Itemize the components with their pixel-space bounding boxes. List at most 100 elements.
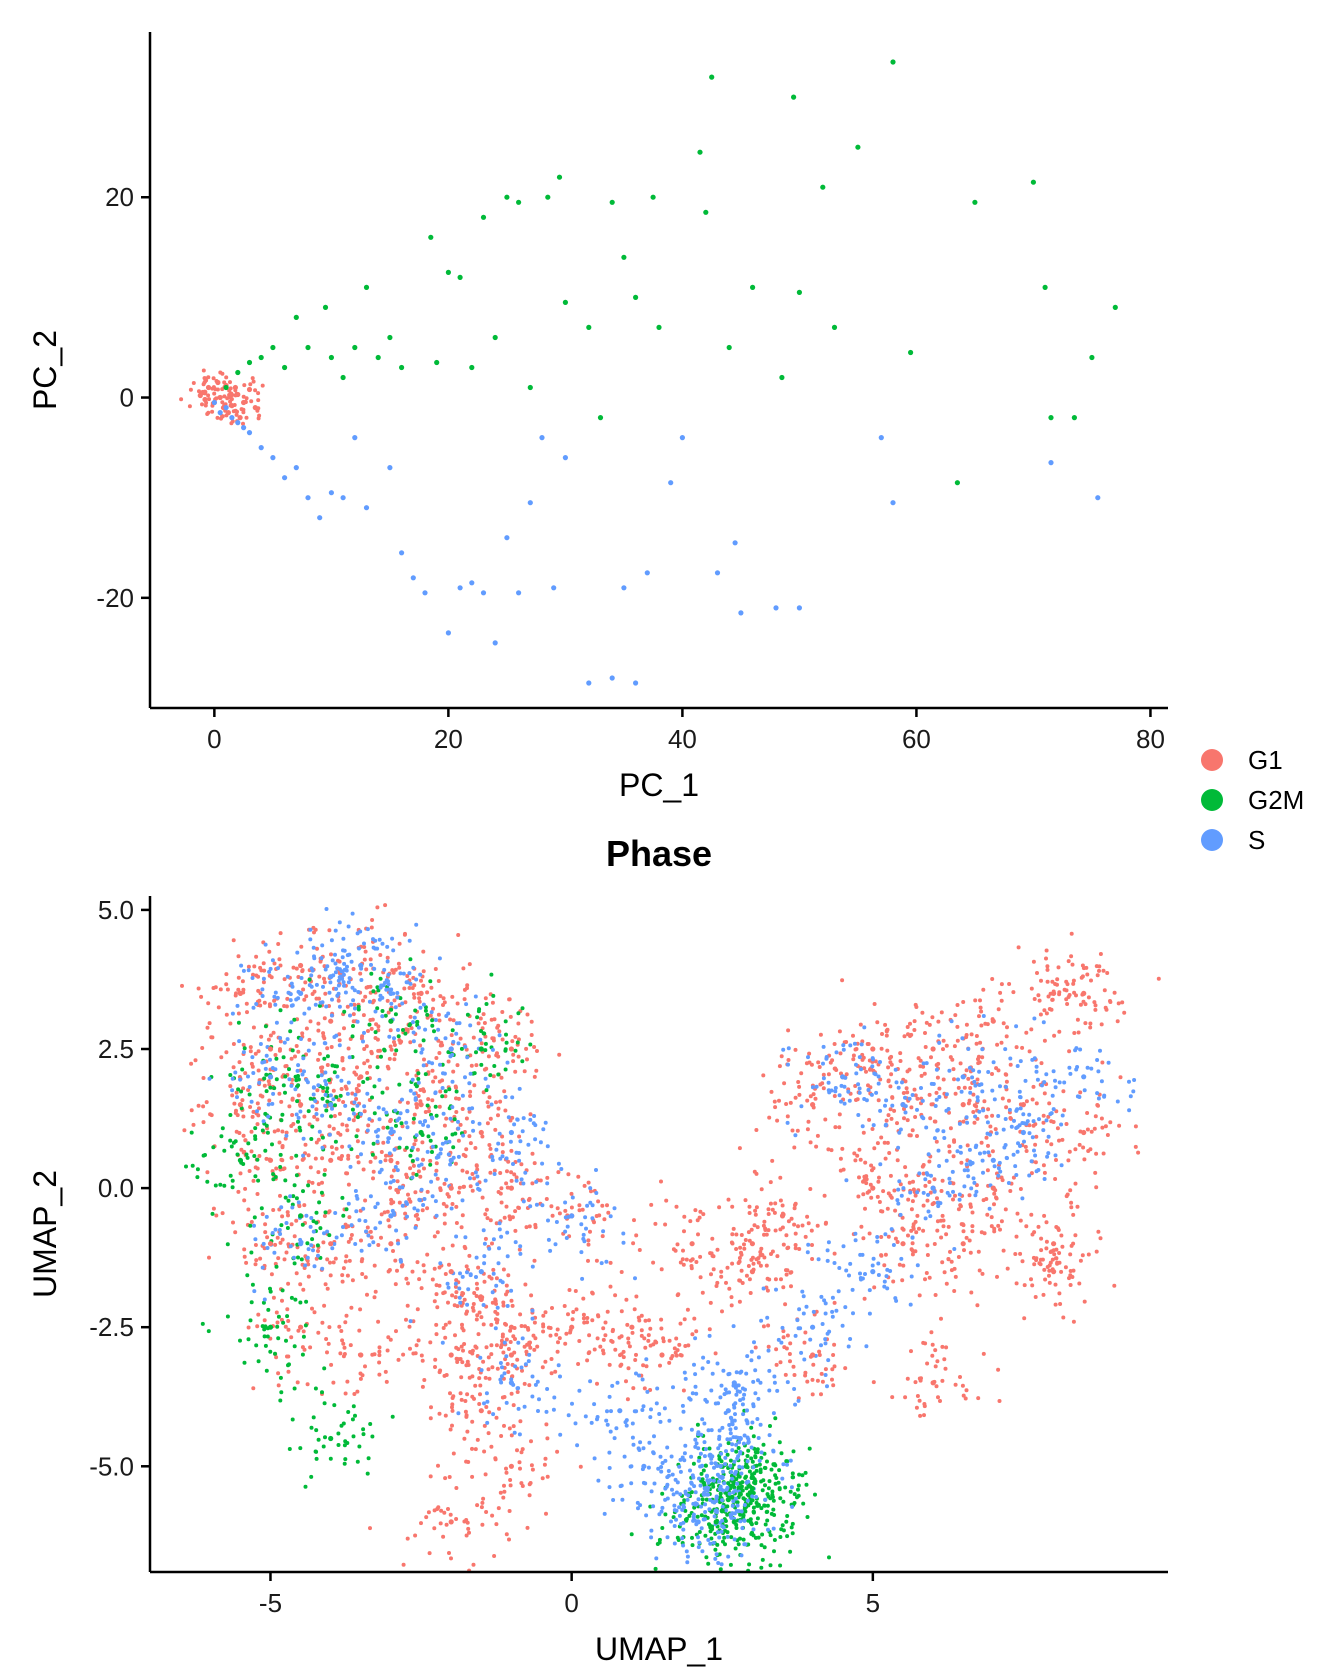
umap-cloud-point-g1 — [462, 1436, 467, 1441]
umap-cloud-point-g1 — [879, 1135, 884, 1140]
umap-cloud-point-g1 — [340, 1273, 345, 1278]
umap-cloud-point-g1 — [294, 966, 299, 971]
umap-cloud-point-g1 — [418, 1043, 423, 1048]
umap-cloud-point-g1 — [341, 1266, 346, 1271]
umap-cloud-point-g1 — [908, 1021, 912, 1026]
umap-cloud-point-s — [735, 1503, 740, 1508]
umap-cloud-point-s — [328, 980, 333, 985]
umap-cloud-point-g1 — [884, 1033, 889, 1038]
umap-cloud-point-s — [712, 1465, 716, 1470]
umap-cloud-point-g1 — [955, 1038, 960, 1043]
umap-cloud-point-g1 — [505, 1362, 510, 1366]
umap-cloud-point-g1 — [742, 1246, 747, 1251]
umap-cloud-point-g1 — [961, 1000, 966, 1004]
umap-cloud-point-s — [500, 1154, 505, 1159]
umap-cloud-point-g1 — [754, 1257, 759, 1262]
umap-cloud-point-s — [451, 1039, 456, 1044]
pca-point-s — [644, 570, 650, 576]
umap-cloud-point-s — [698, 1483, 703, 1488]
umap-cloud-point-g2m — [298, 1300, 303, 1305]
umap-cloud-point-s — [929, 1081, 934, 1086]
umap-cloud-point-s — [285, 1037, 290, 1042]
pca-cloud-point-g1 — [253, 388, 258, 393]
umap-cloud-point-g2m — [792, 1492, 797, 1497]
umap-cloud-point-g2m — [245, 1155, 250, 1160]
umap-cloud-point-g2m — [298, 1446, 303, 1451]
umap-cloud-point-s — [545, 1144, 550, 1149]
umap-cloud-point-g1 — [564, 1331, 569, 1336]
umap-cloud-point-g1 — [340, 1144, 345, 1149]
umap-cloud-point-s — [717, 1479, 721, 1484]
umap-cloud-point-g2m — [804, 1482, 809, 1487]
umap-cloud-point-s — [401, 971, 406, 976]
umap-cloud-point-g1 — [930, 1202, 935, 1207]
umap-cloud-point-g1 — [517, 1134, 522, 1139]
umap-cloud-point-s — [350, 911, 355, 916]
umap-cloud-point-g1 — [481, 1012, 486, 1017]
umap-cloud-point-g1 — [563, 1208, 568, 1213]
umap-cloud-point-s — [862, 1025, 867, 1030]
umap-cloud-point-s — [796, 1398, 801, 1403]
umap-cloud-point-s — [732, 1511, 737, 1516]
umap-cloud-point-g1 — [1041, 1292, 1046, 1297]
umap-cloud-point-g1 — [853, 1047, 858, 1052]
umap-cloud-point-g1 — [1051, 1248, 1056, 1253]
umap-cloud-point-g1 — [1068, 1283, 1073, 1287]
umap-cloud-point-g2m — [772, 1513, 777, 1517]
umap-cloud-point-s — [239, 963, 244, 968]
umap-cloud-point-s — [425, 1149, 430, 1154]
umap-cloud-point-g1 — [549, 1371, 554, 1376]
umap-cloud-point-g1 — [201, 1120, 206, 1125]
umap-cloud-point-s — [739, 1509, 744, 1514]
umap-cloud-point-g1 — [752, 1223, 757, 1228]
umap-cloud-point-g1 — [929, 1055, 933, 1060]
umap-cloud-point-g1 — [450, 1243, 455, 1248]
umap-cloud-point-g1 — [984, 1135, 989, 1140]
umap-cloud-point-g1 — [524, 1046, 529, 1051]
umap-cloud-point-g1 — [507, 997, 512, 1002]
pca-cloud-point-g1 — [228, 399, 233, 404]
umap-cloud-point-s — [649, 1535, 654, 1540]
umap-cloud-point-s — [333, 970, 338, 975]
umap-cloud-point-g1 — [964, 1033, 969, 1037]
umap-cloud-point-g1 — [526, 1198, 531, 1202]
umap-cloud-point-g1 — [988, 1124, 993, 1129]
umap-cloud-point-g1 — [524, 1225, 529, 1230]
umap-cloud-point-g1 — [976, 1396, 981, 1401]
umap-cloud-point-g2m — [205, 1179, 210, 1184]
umap-cloud-point-g1 — [594, 1214, 599, 1218]
pca-point-g2m — [1112, 304, 1118, 310]
umap-cloud-point-s — [728, 1431, 733, 1436]
umap-cloud-point-g1 — [442, 1510, 447, 1515]
umap-cloud-point-g1 — [325, 1063, 330, 1067]
umap-cloud-point-s — [373, 1205, 378, 1210]
umap-cloud-point-s — [292, 1255, 296, 1260]
umap-cloud-point-s — [325, 1229, 330, 1234]
umap-cloud-point-g1 — [346, 1046, 351, 1051]
umap-cloud-point-g2m — [433, 1144, 438, 1149]
umap-cloud-point-s — [335, 966, 340, 971]
umap-cloud-point-g1 — [944, 1043, 949, 1048]
umap-cloud-point-g1 — [285, 996, 290, 1001]
umap-cloud-point-g1 — [437, 1104, 442, 1109]
umap-cloud-point-g2m — [768, 1424, 772, 1428]
umap-cloud-point-s — [722, 1481, 727, 1486]
umap-cloud-point-g1 — [514, 1175, 519, 1180]
umap-cloud-point-g1 — [465, 1359, 470, 1364]
umap-cloud-point-s — [682, 1451, 687, 1456]
umap-cloud-point-g2m — [683, 1508, 688, 1513]
pca-point-s — [551, 585, 557, 591]
umap-cloud-point-s — [405, 1214, 409, 1219]
umap-cloud-point-g2m — [276, 1336, 281, 1341]
umap-cloud-point-s — [433, 1199, 438, 1204]
umap-cloud-point-s — [785, 1120, 790, 1125]
umap-cloud-point-g2m — [767, 1479, 772, 1484]
umap-cloud-point-g2m — [790, 1521, 795, 1526]
umap-cloud-point-g1 — [582, 1183, 587, 1188]
umap-cloud-point-g1 — [189, 1061, 194, 1066]
umap-cloud-point-g1 — [420, 1384, 425, 1389]
umap-cloud-point-g1 — [766, 1207, 771, 1212]
umap-cloud-point-g2m — [491, 993, 496, 998]
umap-cloud-point-s — [740, 1465, 745, 1470]
umap-cloud-point-g1 — [464, 1264, 469, 1269]
